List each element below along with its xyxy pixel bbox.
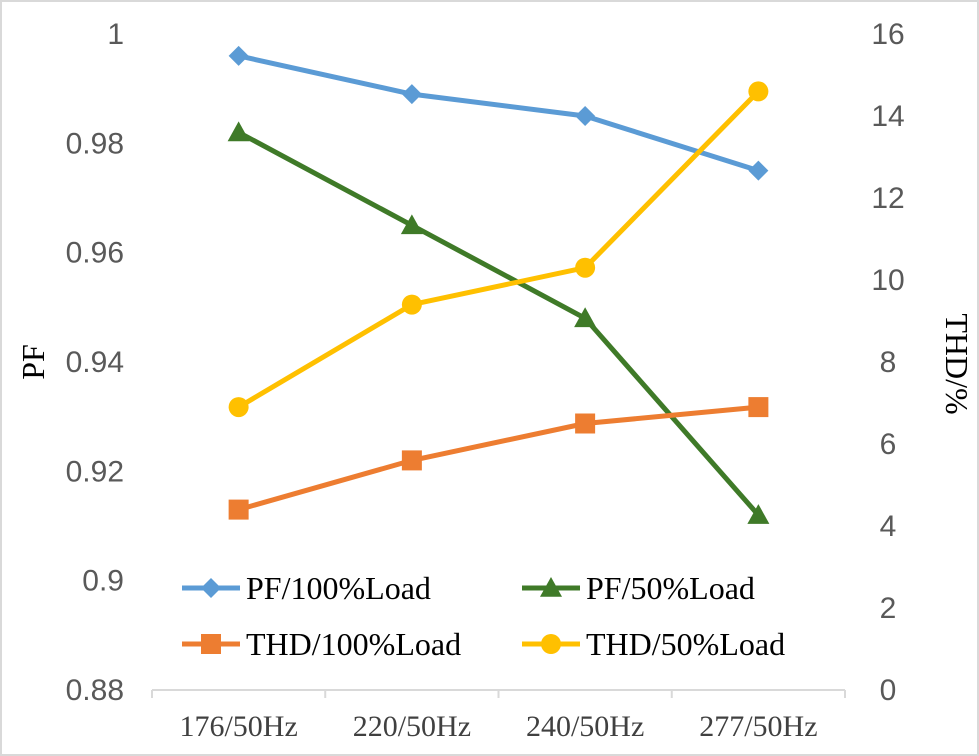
y-right-tick-label: 10: [871, 264, 904, 297]
legend-swatch-marker: [540, 577, 562, 597]
legend-label: PF/100%Load: [246, 570, 431, 606]
series-line-3: [237, 404, 759, 513]
y-right-tick-label: 8: [880, 346, 897, 379]
data-point-s2-4: [747, 504, 770, 524]
data-point-s1-2: [401, 84, 422, 105]
data-point-s2-1: [227, 121, 250, 142]
x-tick-label: 220/50Hz: [353, 710, 471, 743]
x-tick-label: 240/50Hz: [526, 710, 644, 743]
y-left-axis-title: PF: [15, 344, 51, 380]
legend-swatch-marker: [201, 578, 221, 598]
y-right-tick-label: 0: [880, 674, 897, 707]
data-point-s1-1: [228, 45, 249, 66]
data-point-s1-4: [748, 160, 769, 181]
y-right-tick-label: 14: [871, 100, 904, 133]
y-right-tick-label: 12: [871, 182, 904, 215]
legend-label: PF/50%Load: [586, 570, 755, 606]
y-right-axis-title: THD/%: [939, 313, 975, 414]
y-left-tick-label: 0.88: [66, 674, 124, 707]
y-right-tick-label: 16: [871, 18, 904, 51]
data-point-s4-1: [228, 397, 249, 418]
data-point-s2-3: [574, 307, 597, 328]
y-left-tick-label: 0.9: [82, 565, 124, 598]
legend-label: THD/50%Load: [586, 626, 785, 662]
x-tick-label: 176/50Hz: [179, 710, 297, 743]
y-right-tick-label: 4: [880, 510, 897, 543]
y-left-tick-label: 0.98: [66, 127, 124, 160]
series-line-1: [238, 53, 760, 174]
legend-label: THD/100%Load: [246, 626, 461, 662]
y-left-tick-label: 0.94: [66, 346, 124, 379]
series-line-4: [237, 89, 761, 410]
legend-swatch-marker: [541, 634, 561, 654]
y-left-tick-label: 0.92: [66, 455, 124, 488]
data-point-s3-4: [748, 397, 769, 418]
data-point-s1-3: [575, 106, 596, 126]
y-left-tick-label: 0.96: [66, 237, 124, 270]
data-point-s4-3: [575, 257, 596, 278]
data-point-s4-2: [401, 294, 422, 315]
legend-swatch-marker: [201, 634, 221, 654]
data-point-s3-3: [575, 413, 596, 434]
data-point-s2-2: [400, 214, 423, 235]
x-tick-label: 277/50Hz: [699, 710, 817, 743]
series-line-2: [237, 130, 761, 517]
y-right-tick-label: 6: [880, 428, 897, 461]
y-left-tick-label: 1: [107, 18, 124, 51]
data-point-s3-2: [401, 450, 422, 471]
data-point-s3-1: [228, 499, 249, 520]
y-right-tick-label: 2: [880, 592, 897, 625]
data-point-s4-4: [748, 81, 769, 102]
